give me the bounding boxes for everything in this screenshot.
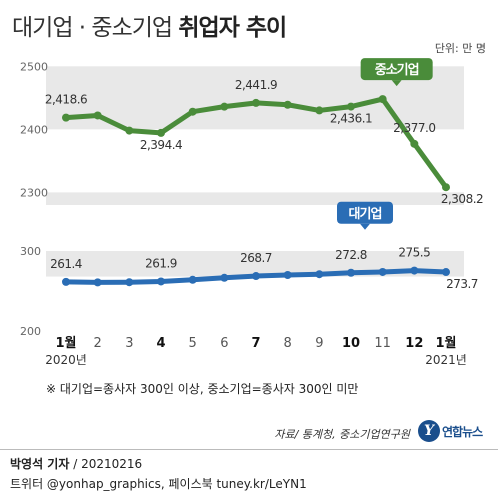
data-point [157,128,165,137]
data-label: 273.7 [446,277,478,291]
chart-title: 대기업 · 중소기업 취업자 추이 [12,8,287,42]
x-tick-label: 1월 [55,335,76,351]
data-point [347,268,355,277]
data-point [125,126,134,135]
y-tick-label: 2400 [20,123,48,136]
x-tick-label: 1월 [435,335,456,351]
data-point [410,266,419,275]
data-label: 2,394.4 [140,138,182,152]
x-tick-label: 3 [125,336,133,351]
data-point [125,278,134,287]
data-point [93,111,102,120]
line-chart: 2500240023002,418.62,394.42,441.92,436.1… [20,58,484,367]
x-tick-label: 10 [342,336,360,351]
data-point [93,278,102,287]
data-point [252,272,260,281]
background-band [46,192,464,205]
y-tick-label: 2500 [20,60,48,73]
title-part2: 취업자 추이 [178,15,287,41]
source-text: 자료/ 통계청, 중소기업연구원 [274,428,410,441]
divider [0,449,498,450]
series-callout-badge [360,58,433,81]
data-label: 261.4 [50,257,82,271]
data-point [220,102,229,111]
x-year-end: 2021년 [425,353,467,367]
data-label: 268.7 [240,251,272,265]
series-name-label: 대기업 [349,207,382,222]
data-label: 275.5 [398,246,430,260]
callout-pointer [391,80,402,87]
data-label: 261.9 [145,256,177,270]
data-point [442,183,450,192]
social-links: 트위터 @yonhap_graphics, 페이스북 tuney.kr/LeYN… [10,477,307,491]
data-label: 272.8 [335,248,367,262]
data-point [315,270,324,279]
title-part1: 대기업 · 중소기업 [12,15,173,41]
logo-icon: Y [418,420,440,442]
data-label: 2,377.0 [393,121,435,135]
x-year-start: 2020년 [45,353,87,367]
data-point [157,277,165,286]
credit-line: 박영석 기자 / 20210216 [10,455,142,472]
data-point [62,113,70,122]
y-tick-label: 200 [20,325,41,338]
data-point [188,275,197,284]
yonhap-logo: Y 연합뉴스 [418,418,496,444]
data-point [410,139,419,148]
date: / 20210216 [73,457,143,471]
footnote: ※ 대기업=종사자 300인 이상, 중소기업=종사자 300인 미만 [46,382,359,396]
data-label: 2,436.1 [330,112,372,126]
data-point [442,268,450,277]
x-tick-label: 5 [189,336,197,351]
data-point [283,100,292,109]
data-point [188,107,197,116]
y-tick-label: 2300 [20,186,48,199]
data-point [220,273,229,282]
x-tick-label: 4 [156,336,165,351]
data-point [378,267,387,276]
data-label: 2,441.9 [235,78,277,92]
data-point [62,277,70,286]
x-tick-label: 11 [374,336,391,351]
x-tick-label: 2 [94,336,102,351]
data-point [283,271,292,279]
y-tick-label: 300 [20,245,41,258]
data-point [347,102,355,111]
callout-pointer [360,223,370,230]
x-tick-label: 8 [284,336,292,351]
logo-text: 연합뉴스 [442,425,483,439]
data-label: 2,418.6 [45,93,87,107]
series-callout-badge [337,201,393,224]
x-tick-label: 7 [251,336,260,351]
author: 박영석 기자 [10,457,70,471]
x-tick-label: 12 [405,336,423,351]
data-point [252,98,260,107]
data-point [378,95,387,104]
unit-label: 단위: 만 명 [434,42,486,55]
x-tick-label: 6 [220,336,228,351]
data-point [315,106,324,115]
x-tick-label: 9 [315,336,323,351]
data-label: 2,308.2 [441,192,483,206]
series-name-label: 중소기업 [375,63,419,78]
